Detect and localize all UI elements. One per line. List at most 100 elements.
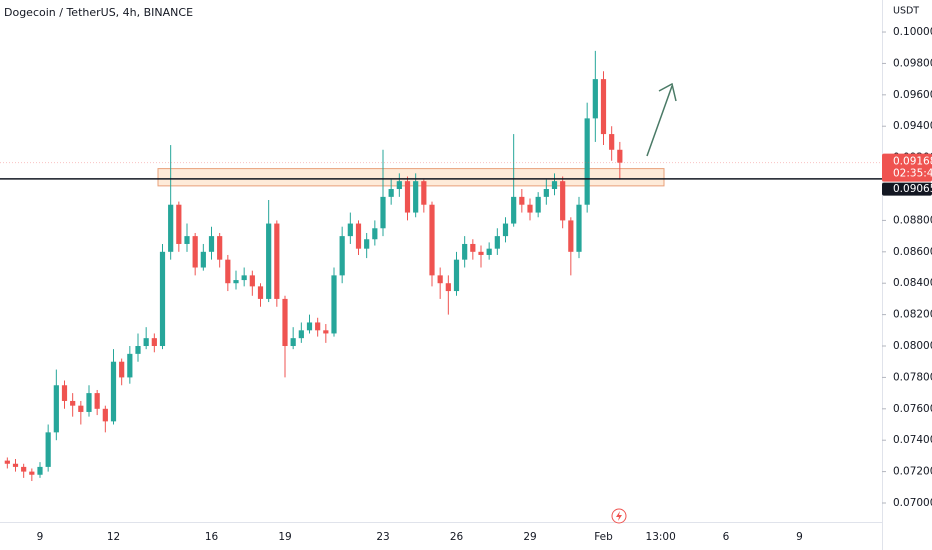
x-tick-label: 19 (278, 531, 291, 543)
candle-body (135, 346, 141, 354)
candle-body (70, 400, 76, 406)
candle-body (380, 196, 386, 229)
candle-body (159, 251, 166, 347)
candle-body (192, 236, 198, 268)
candle-body (86, 393, 92, 412)
candle-body (502, 223, 509, 237)
last-price-box (882, 153, 932, 182)
axis-unit: USDT (893, 6, 919, 17)
candle-body (519, 196, 525, 205)
candle-body (94, 393, 100, 409)
candle-body (331, 275, 337, 334)
x-tick-label: 29 (523, 531, 536, 543)
candle-body (511, 196, 517, 224)
candle-body (266, 223, 272, 299)
candle-body (290, 338, 296, 347)
candle-body (413, 181, 419, 213)
candle-body (576, 204, 582, 252)
candle-body (241, 275, 247, 281)
x-tick-label: 9 (37, 531, 44, 543)
chart-title: Dogecoin / TetherUS, 4h, BINANCE (4, 6, 193, 19)
arrow-annotation (646, 82, 677, 157)
last-price-label: 0.09168 (893, 156, 932, 168)
candle-body (543, 189, 549, 197)
candle-body (217, 236, 223, 260)
candle-body (486, 248, 492, 255)
candle-body (527, 204, 533, 213)
candle-body (560, 181, 566, 221)
candle-body (429, 204, 435, 276)
replay-icon[interactable] (611, 508, 627, 524)
candle-body (4, 460, 10, 464)
candle-body (102, 408, 108, 422)
candle-body (257, 286, 264, 299)
candle-body (437, 275, 443, 284)
candle-body (110, 361, 117, 422)
candle-body (592, 79, 598, 119)
candle-body (421, 181, 427, 205)
candle-body (127, 353, 133, 378)
candle-body (29, 471, 35, 475)
candle-body (151, 338, 157, 347)
candle-body (12, 463, 19, 467)
y-tick-label: 0.10000 (893, 26, 932, 38)
candle-body (478, 251, 484, 255)
x-tick-label: 23 (376, 531, 389, 543)
candle-body (551, 181, 558, 190)
x-tick-label: 26 (450, 531, 464, 543)
candle-body (470, 243, 476, 252)
candle-body (494, 236, 500, 249)
candle-body (584, 118, 590, 205)
candle-body (609, 134, 615, 150)
level-label: 0.09065 (893, 183, 932, 195)
candle-body (249, 275, 255, 287)
zone (157, 168, 665, 187)
x-tick-label: 6 (723, 531, 730, 543)
candle-body (53, 385, 59, 433)
candle-body (445, 283, 451, 292)
candle-body (200, 251, 206, 268)
candle-body (339, 236, 345, 276)
candle-body (323, 330, 329, 334)
candle-body (388, 189, 394, 197)
x-tick-label: 12 (107, 531, 120, 543)
candle-body (61, 385, 68, 401)
candle-body (78, 405, 84, 412)
candle-body (306, 322, 313, 331)
candle-body (404, 181, 411, 213)
candle-body (372, 228, 378, 240)
candle-body (168, 204, 174, 252)
level-box (882, 182, 932, 196)
candle-body (568, 220, 574, 252)
candle-body (274, 223, 280, 299)
countdown: 02:35:40 (893, 168, 932, 180)
candle-body (37, 466, 43, 475)
candle-body (143, 338, 149, 347)
candle-body (315, 322, 321, 331)
candle-body (298, 330, 304, 339)
candle-body (364, 239, 370, 249)
candle-body (176, 204, 182, 244)
candle-body (535, 196, 541, 213)
x-tick-label: 9 (796, 531, 803, 543)
candle-body (184, 236, 190, 244)
candle-body (347, 223, 353, 237)
candle-body (119, 361, 125, 378)
x-tick-label: Feb (594, 531, 613, 543)
candle-body (225, 259, 231, 284)
candle-body (233, 280, 239, 284)
candle-body (396, 181, 402, 190)
